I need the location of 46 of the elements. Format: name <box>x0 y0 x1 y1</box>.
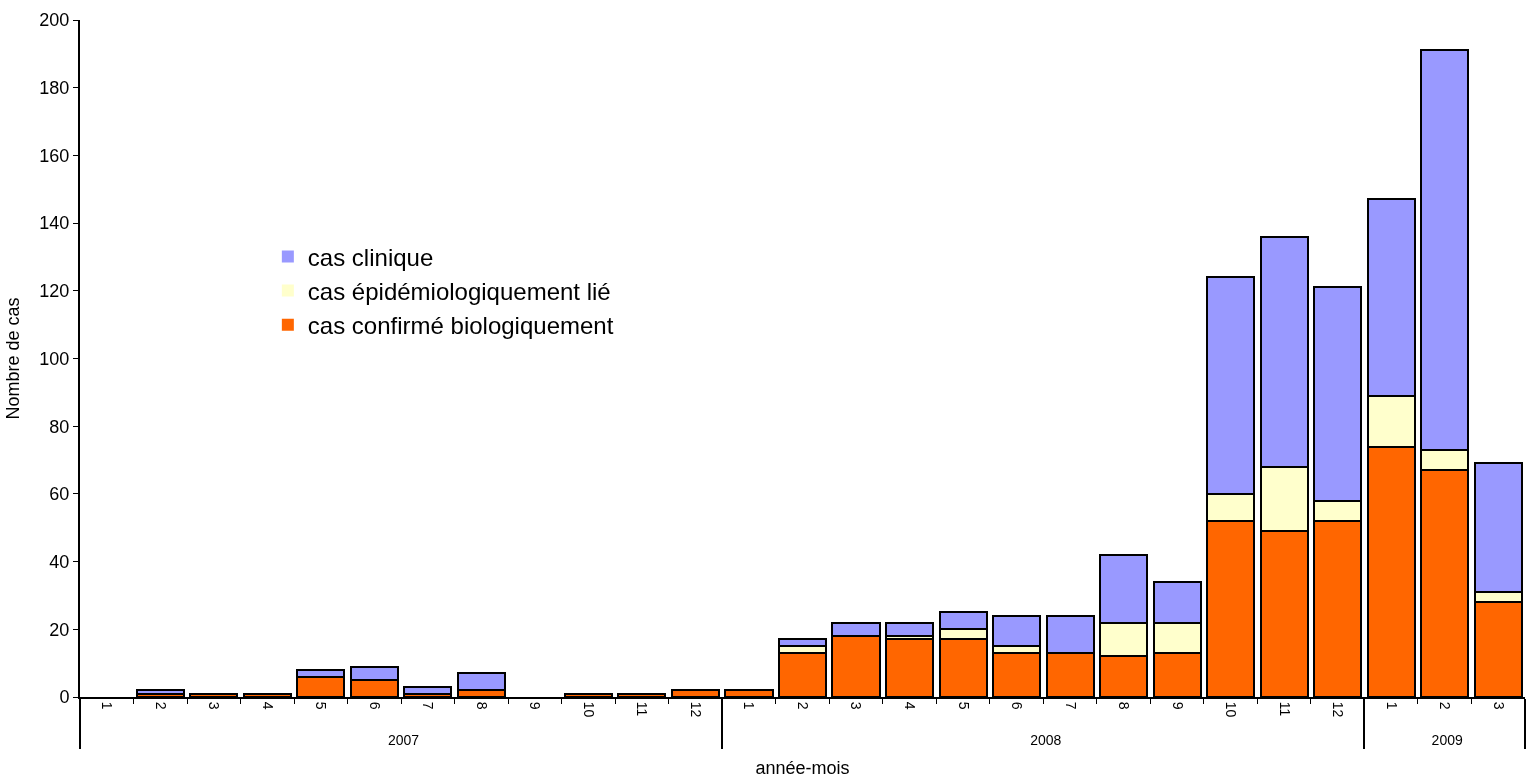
y-tick-label: 40 <box>49 551 70 572</box>
text: 2007 <box>387 731 420 748</box>
y-tick-label: 160 <box>39 145 70 166</box>
y-tick-label: 180 <box>39 78 70 98</box>
y-tick-label: 120 <box>39 281 70 302</box>
x-tick-label: 6 <box>1009 701 1026 710</box>
x-tick-label: 12 <box>1330 701 1347 718</box>
x-tick-label: 1 <box>741 701 758 710</box>
x-tick-label: 5 <box>955 701 972 710</box>
text: 2008 <box>1030 731 1062 748</box>
y-tick-label: 60 <box>49 484 70 505</box>
y-tick-label: 20 <box>49 619 70 640</box>
legend-label: cas épidémiologiquement lié <box>307 277 611 305</box>
x-tick-label: 3 <box>848 701 865 710</box>
x-tick-label: 1 <box>99 701 116 710</box>
y-axis-title: Nombre de cas <box>3 297 24 420</box>
x-tick-label: 6 <box>366 701 383 710</box>
y-tick-label: 80 <box>49 416 70 437</box>
legend-label: cas clinique <box>307 243 434 271</box>
x-axis-title: année-mois <box>755 758 850 779</box>
x-tick-label: 2 <box>1437 701 1454 710</box>
y-tick-label: 200 <box>39 10 70 31</box>
x-tick-label: 3 <box>206 701 223 710</box>
x-tick-label: 8 <box>473 701 490 710</box>
y-tick-label: 140 <box>39 213 70 234</box>
x-tick-label: 7 <box>1062 701 1079 710</box>
x-tick-label: 9 <box>527 701 544 710</box>
x-tick-label: 4 <box>901 701 918 710</box>
x-tick-label: 1 <box>1383 701 1400 710</box>
x-tick-label: 8 <box>1116 701 1133 710</box>
y-tick-label: 100 <box>39 348 70 369</box>
x-tick-label: 3 <box>1490 701 1507 710</box>
x-tick-label: 7 <box>420 701 437 710</box>
text: 2009 <box>1431 731 1463 748</box>
x-tick-label: 11 <box>634 701 651 717</box>
x-tick-label: 4 <box>259 701 276 710</box>
legend-label: cas confirmé biologiquement <box>307 312 614 340</box>
x-tick-label: 2 <box>794 701 811 710</box>
x-tick-label: 10 <box>1223 701 1240 718</box>
x-tick-label: 9 <box>1169 701 1186 710</box>
x-tick-label: 10 <box>580 701 597 718</box>
y-tick-label: 0 <box>59 687 70 708</box>
x-tick-label: 5 <box>313 701 330 710</box>
x-tick-label: 11 <box>1276 701 1293 717</box>
x-tick-label: 2 <box>152 701 169 710</box>
x-tick-label: 12 <box>687 701 704 718</box>
